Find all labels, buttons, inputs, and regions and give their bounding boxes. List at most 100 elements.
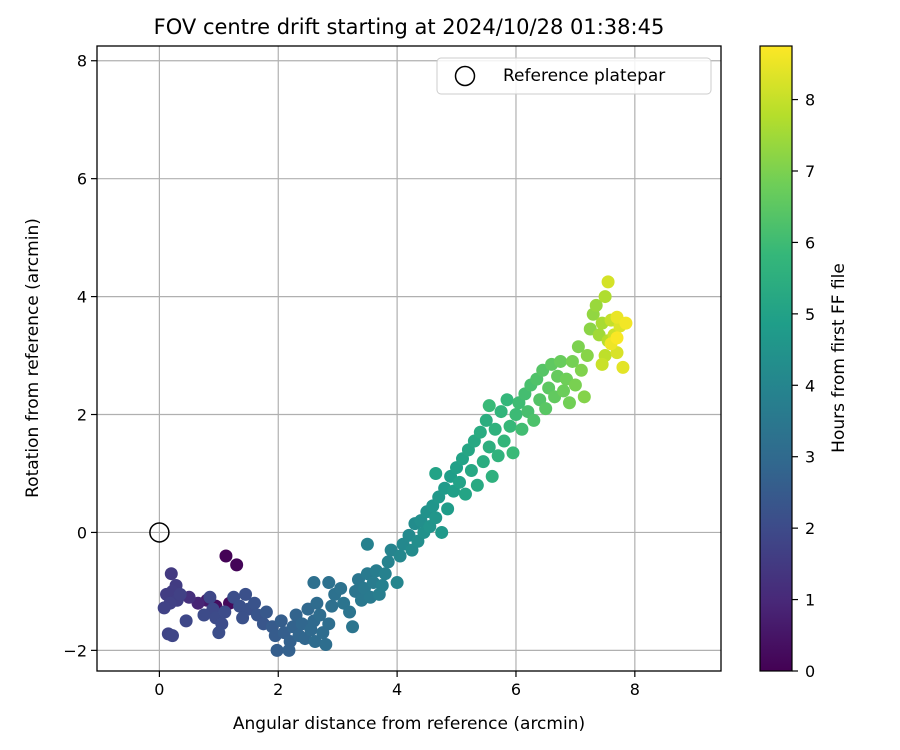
data-point [218, 605, 232, 619]
x-tick-label: 6 [511, 680, 521, 699]
data-point [479, 413, 493, 427]
data-point [464, 464, 478, 478]
colorbar-tick-label: 1 [805, 591, 815, 610]
chart-title: FOV centre drift starting at 2024/10/28 … [154, 15, 665, 39]
data-point [485, 469, 499, 483]
colorbar-tick-label: 2 [805, 519, 815, 538]
data-point [619, 316, 633, 330]
legend-box [436, 57, 712, 95]
data-point [429, 511, 443, 525]
data-point [598, 290, 612, 304]
data-point [164, 567, 178, 581]
data-point [494, 405, 508, 419]
data-point [574, 363, 588, 377]
data-point [212, 626, 226, 640]
data-point [346, 620, 360, 634]
data-point [230, 558, 244, 572]
data-point [179, 614, 193, 628]
colorbar-tick-label: 6 [805, 233, 815, 252]
x-tick-label: 0 [154, 680, 164, 699]
data-point [239, 587, 253, 601]
data-point [270, 643, 284, 657]
data-point [429, 466, 443, 480]
data-point [322, 576, 336, 590]
data-point [334, 581, 348, 595]
y-tick-label: 6 [77, 170, 87, 189]
x-axis-ticks: 0 2 4 6 8 [154, 671, 640, 699]
y-tick-label: 2 [77, 406, 87, 425]
data-point [580, 349, 594, 363]
data-point [515, 422, 529, 436]
data-point [165, 629, 179, 643]
colorbar: 0 1 2 3 4 5 6 7 8 Hours from first FF file [759, 45, 849, 681]
data-point [375, 579, 389, 593]
data-point [565, 354, 579, 368]
data-point [595, 357, 609, 371]
data-point [390, 576, 404, 590]
data-point [343, 605, 357, 619]
data-point [568, 378, 582, 392]
data-point [307, 576, 321, 590]
data-points [157, 275, 633, 657]
data-point [554, 354, 568, 368]
data-point [360, 537, 374, 551]
y-axis-label: Rotation from reference (arcmin) [23, 218, 43, 498]
colorbar-tick-label: 8 [805, 91, 815, 110]
y-tick-label: 0 [77, 523, 87, 542]
data-point [509, 408, 523, 422]
data-point [378, 567, 392, 581]
x-tick-label: 8 [630, 680, 640, 699]
data-point [610, 331, 624, 345]
data-point [259, 605, 273, 619]
data-point [473, 425, 487, 439]
x-tick-label: 4 [392, 680, 402, 699]
data-point [313, 608, 327, 622]
colorbar-tick-label: 5 [805, 305, 815, 324]
colorbar-tick-label: 3 [805, 448, 815, 467]
colorbar-ticks: 0 1 2 3 4 5 6 7 8 [792, 91, 815, 681]
data-point [557, 384, 571, 398]
data-point [247, 596, 261, 610]
data-point [157, 601, 171, 615]
data-point [589, 298, 603, 312]
data-point [527, 413, 541, 427]
data-point [476, 455, 490, 469]
data-point [562, 396, 576, 410]
data-point [470, 478, 484, 492]
data-point [506, 446, 520, 460]
data-point [497, 434, 511, 448]
data-point [381, 555, 395, 569]
grid-lines [97, 46, 721, 671]
data-point [325, 599, 339, 613]
data-point [236, 611, 250, 625]
data-point [319, 637, 333, 651]
colorbar-tick-label: 0 [805, 662, 815, 681]
data-point [503, 419, 517, 433]
data-point [322, 617, 336, 631]
colorbar-gradient [759, 45, 793, 672]
data-point [310, 596, 324, 610]
reference-platepar-marker [149, 522, 170, 543]
data-point [203, 590, 217, 604]
data-point [491, 449, 505, 463]
data-point [539, 402, 553, 416]
data-point [197, 608, 211, 622]
legend-marker-open-circle [454, 65, 476, 87]
data-point [458, 487, 472, 501]
data-point [308, 635, 322, 649]
data-point [282, 643, 296, 657]
data-point [219, 549, 233, 563]
data-point [274, 614, 288, 628]
data-point [173, 587, 187, 601]
data-point [393, 549, 407, 563]
data-point [435, 525, 449, 539]
y-axis-ticks: −2 0 2 4 6 8 [63, 52, 97, 660]
data-point [500, 393, 514, 407]
data-point [453, 475, 467, 489]
data-point [482, 440, 496, 454]
data-point [577, 390, 591, 404]
data-point [482, 399, 496, 413]
colorbar-tick-label: 4 [805, 376, 815, 395]
x-axis-label: Angular distance from reference (arcmin) [233, 714, 585, 734]
